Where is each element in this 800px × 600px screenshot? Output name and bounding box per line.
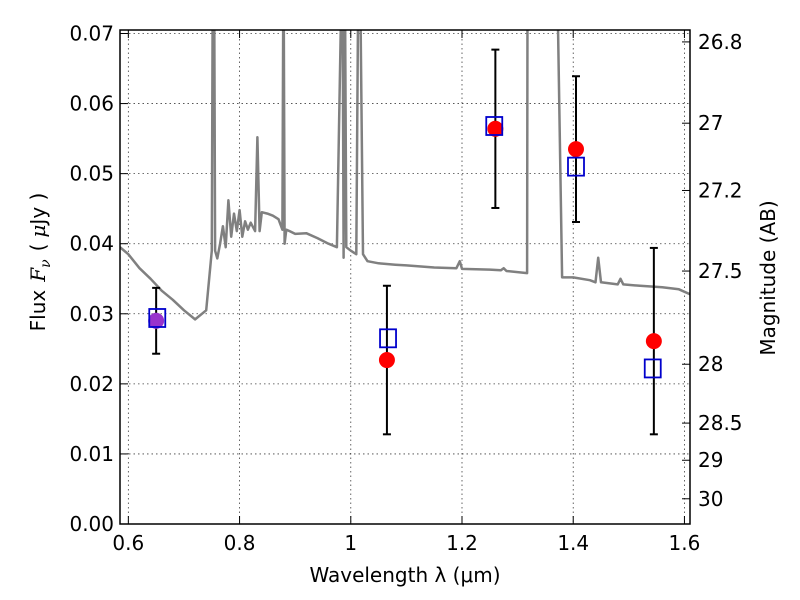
observed-point [148,312,165,329]
y-label-mu: μ [26,225,50,238]
right-tick-label: 27 [698,111,723,135]
observed-point [378,352,395,369]
plot-area [120,30,690,436]
y-tick-label: 0.03 [69,302,114,326]
x-tick-label: 1 [344,531,357,555]
right-tick-label: 28 [698,352,723,376]
observed-point [645,333,662,350]
right-tick-label: 27.2 [698,178,743,202]
model-band-square [485,116,504,136]
right-tick-label: 30 [698,487,723,511]
y-label-f: F [26,267,50,283]
right-tick-label: 27.5 [698,259,743,283]
x-axis-label: Wavelength λ (μm) [309,563,500,587]
y-tick-label: 0.06 [69,92,114,116]
y-tick-label: 0.04 [69,232,114,256]
observed-point [487,120,504,137]
x-tick-label: 0.8 [224,531,256,555]
y-tick-label: 0.01 [69,442,114,466]
model-band-square [148,308,167,328]
y-tick-label: 0.02 [69,372,114,396]
right-axis-label: Magnitude (AB) [756,200,780,355]
x-tick-label: 0.6 [112,531,144,555]
plot-frame [119,29,691,525]
model-band-square [643,358,662,379]
y-tick-label: 0.05 [69,162,114,186]
y-label-paren: ( [26,244,50,252]
y-label-flux: Flux [26,290,50,332]
x-tick-label: 1.6 [669,531,701,555]
x-tick-label: 1.2 [446,531,478,555]
y-label-nu: ν [38,259,54,268]
observed-point [568,141,584,158]
y-label-unit: Jy ) [26,193,50,227]
right-tick-label: 26.8 [698,30,743,54]
axes: 0.6 0.8 1 1.2 1.4 1.6 0.00 0.01 0.02 0.03 0.04 0.05… [69,22,742,555]
right-tick-label: 28.5 [698,411,743,435]
y-tick-label: 0.07 [69,22,114,46]
x-tick-label: 1.4 [557,531,589,555]
y-axis-label: Flux Fν ( μJy ) [26,193,54,332]
model-band-square [379,328,397,349]
y-tick-label: 0.00 [69,512,114,536]
right-tick-label: 29 [698,448,723,472]
model-spectrum-line [120,30,690,321]
model-band-square [567,156,585,177]
